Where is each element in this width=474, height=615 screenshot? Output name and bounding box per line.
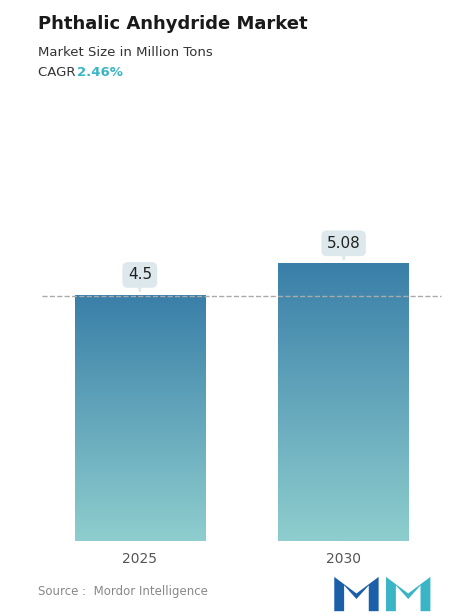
Text: CAGR: CAGR [38,66,80,79]
Text: Phthalic Anhydride Market: Phthalic Anhydride Market [38,15,308,33]
Text: 2.46%: 2.46% [77,66,123,79]
Polygon shape [386,577,430,611]
Text: 4.5: 4.5 [128,268,152,291]
Text: Source :  Mordor Intelligence: Source : Mordor Intelligence [38,585,208,598]
Text: 5.08: 5.08 [327,236,361,259]
Text: Market Size in Million Tons: Market Size in Million Tons [38,46,213,59]
Polygon shape [334,577,379,611]
